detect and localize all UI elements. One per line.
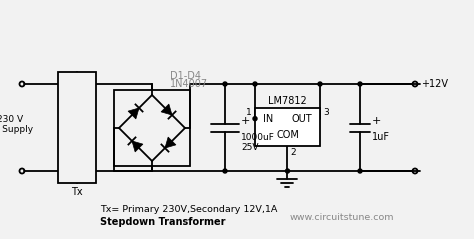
Text: Stepdown Transformer: Stepdown Transformer <box>100 217 226 227</box>
Text: COM: COM <box>276 130 299 140</box>
Text: 230 V
AC Supply: 230 V AC Supply <box>0 115 33 134</box>
Text: www.circuitstune.com: www.circuitstune.com <box>290 212 394 222</box>
Circle shape <box>285 169 290 173</box>
Text: D1-D4: D1-D4 <box>170 71 201 81</box>
Bar <box>58 72 96 183</box>
Text: LM7812: LM7812 <box>268 96 307 106</box>
Polygon shape <box>128 108 139 119</box>
Circle shape <box>253 82 257 86</box>
Text: Tx: Tx <box>71 187 83 197</box>
Text: 1000uF
25V: 1000uF 25V <box>241 132 275 152</box>
Circle shape <box>318 82 322 86</box>
Polygon shape <box>161 104 172 115</box>
Text: Tx= Primary 230V,Secondary 12V,1A: Tx= Primary 230V,Secondary 12V,1A <box>100 205 277 213</box>
Circle shape <box>358 82 362 86</box>
Text: 1: 1 <box>246 108 252 117</box>
Text: IN: IN <box>263 114 273 124</box>
Polygon shape <box>132 141 143 152</box>
Text: 1N4007: 1N4007 <box>170 79 208 89</box>
Text: +: + <box>241 115 250 125</box>
Text: 3: 3 <box>323 108 329 117</box>
Text: +: + <box>372 115 382 125</box>
Circle shape <box>223 169 227 173</box>
Bar <box>114 90 190 166</box>
Text: +12V: +12V <box>421 79 448 89</box>
Text: 2: 2 <box>291 148 296 157</box>
Polygon shape <box>165 137 176 148</box>
Circle shape <box>358 169 362 173</box>
Text: OUT: OUT <box>292 114 312 124</box>
Text: 1uF: 1uF <box>372 132 390 142</box>
Circle shape <box>223 82 227 86</box>
Bar <box>255 108 320 146</box>
Circle shape <box>253 117 257 121</box>
